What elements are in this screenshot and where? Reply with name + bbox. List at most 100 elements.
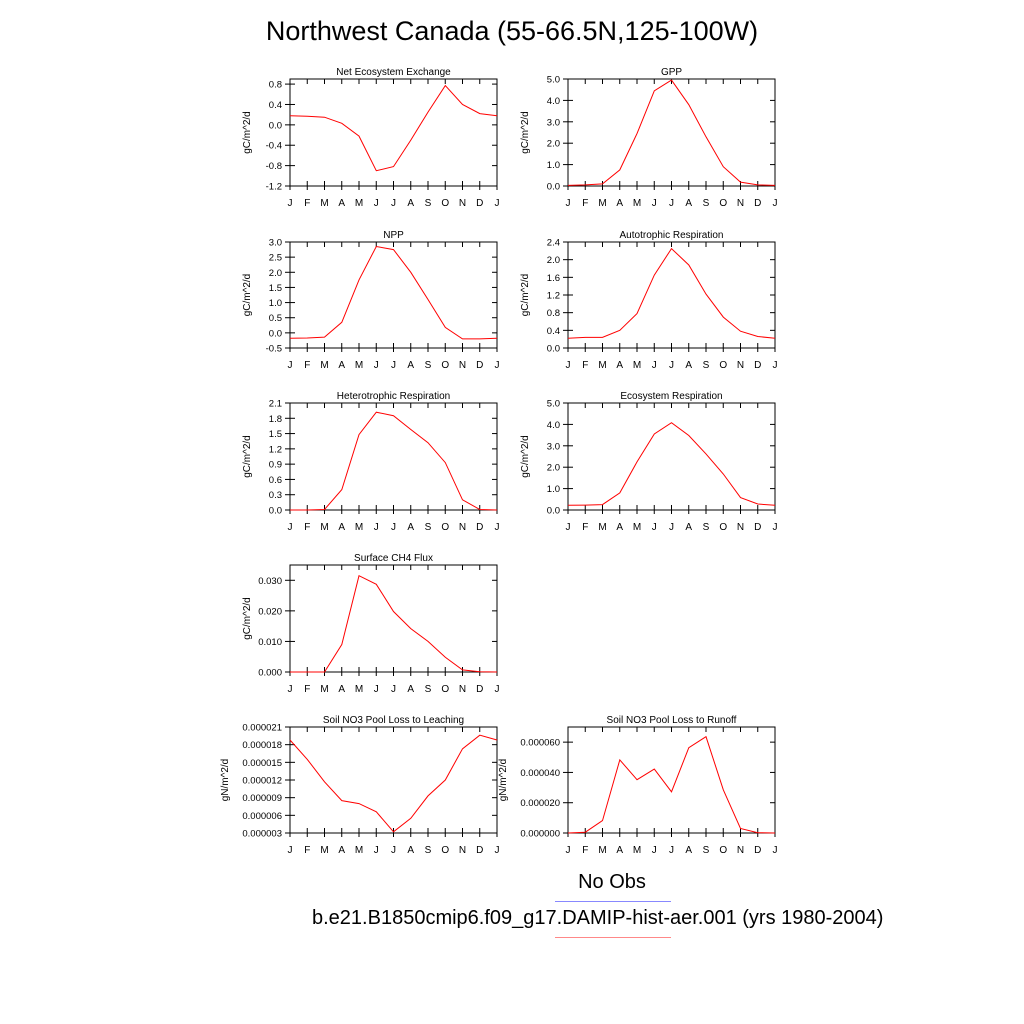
y-tick-label: 0.6 [269, 475, 282, 486]
x-tick-label: J [374, 360, 379, 371]
series-line [567, 422, 776, 506]
panel-title: Soil NO3 Pool Loss to Runoff [607, 715, 737, 726]
x-tick-label: N [737, 522, 744, 533]
y-tick-label: 2.0 [547, 255, 560, 266]
x-tick-label: A [338, 845, 345, 856]
x-tick-label: S [703, 198, 710, 209]
x-tick-label: J [652, 522, 657, 533]
x-tick-label: J [495, 198, 500, 209]
y-tick-label: 0.000020 [520, 798, 560, 809]
x-tick-label: F [304, 522, 310, 533]
plot-frame [567, 726, 776, 834]
x-tick-label: J [391, 198, 396, 209]
x-tick-label: D [754, 360, 761, 371]
x-tick-label: J [652, 845, 657, 856]
x-tick-label: O [441, 845, 449, 856]
x-tick-label: A [685, 198, 692, 209]
x-tick-label: J [391, 522, 396, 533]
y-tick-label: 4.0 [547, 420, 560, 431]
panel-title: Heterotrophic Respiration [337, 391, 450, 402]
x-tick-label: O [441, 522, 449, 533]
y-tick-label: 0.5 [269, 313, 282, 324]
x-tick-label: S [425, 845, 432, 856]
y-tick-label: 0.020 [258, 606, 282, 617]
y-tick-label: 0.010 [258, 637, 282, 648]
x-tick-label: M [320, 684, 328, 695]
x-tick-label: M [598, 845, 606, 856]
x-tick-label: J [773, 198, 778, 209]
x-tick-label: S [425, 360, 432, 371]
y-tick-label: 0.000015 [242, 758, 282, 769]
x-tick-label: J [391, 360, 396, 371]
y-axis-label: gC/m^2/d [520, 435, 531, 478]
legend-case-label: b.e21.B1850cmip6.f09_g17.DAMIP-hist-aer.… [312, 907, 884, 929]
x-tick-label: O [719, 845, 727, 856]
x-tick-label: N [737, 360, 744, 371]
y-tick-label: 0.8 [547, 308, 560, 319]
y-tick-label: 1.2 [269, 444, 282, 455]
x-tick-label: A [407, 845, 414, 856]
y-axis-label: gC/m^2/d [242, 111, 253, 154]
y-tick-label: 1.8 [269, 414, 282, 425]
series-line [290, 411, 498, 511]
y-tick-label: 5.0 [547, 399, 560, 410]
x-tick-label: J [652, 360, 657, 371]
y-tick-label: 0.000009 [242, 793, 282, 804]
x-tick-label: A [338, 522, 345, 533]
y-tick-label: 2.0 [547, 139, 560, 150]
x-tick-label: J [374, 684, 379, 695]
y-tick-label: 1.5 [269, 283, 282, 294]
x-tick-label: S [425, 684, 432, 695]
y-tick-label: 0.0 [547, 182, 560, 193]
x-tick-label: O [441, 360, 449, 371]
plot-frame [289, 726, 498, 834]
x-tick-label: J [288, 684, 293, 695]
y-axis-label: gN/m^2/d [220, 759, 231, 802]
y-tick-label: -0.5 [266, 344, 282, 355]
x-tick-label: M [320, 522, 328, 533]
x-tick-label: J [773, 360, 778, 371]
plot-frame [567, 402, 776, 511]
plot-frame [289, 402, 498, 511]
x-tick-label: D [754, 522, 761, 533]
y-tick-label: 2.1 [269, 399, 282, 410]
x-tick-label: J [566, 360, 571, 371]
x-tick-label: N [459, 360, 466, 371]
y-tick-label: 0.000040 [520, 768, 560, 779]
x-tick-label: J [391, 684, 396, 695]
x-tick-label: J [773, 522, 778, 533]
series-line [567, 735, 776, 834]
y-tick-label: 2.5 [269, 253, 282, 264]
x-tick-label: J [374, 845, 379, 856]
x-tick-label: O [719, 360, 727, 371]
x-tick-label: M [355, 684, 363, 695]
y-tick-label: 0.0 [269, 328, 282, 339]
x-tick-label: O [441, 198, 449, 209]
y-axis-label: gC/m^2/d [242, 597, 253, 640]
x-tick-label: D [754, 845, 761, 856]
y-tick-label: 0.4 [269, 100, 282, 111]
y-tick-label: 3.0 [547, 441, 560, 452]
x-tick-label: O [719, 198, 727, 209]
y-tick-label: 5.0 [547, 75, 560, 86]
plot-frame [567, 78, 776, 187]
x-tick-label: A [338, 198, 345, 209]
x-tick-label: A [407, 360, 414, 371]
y-tick-label: 0.4 [547, 326, 560, 337]
x-tick-label: D [476, 845, 483, 856]
y-tick-label: 4.0 [547, 96, 560, 107]
x-tick-label: J [495, 684, 500, 695]
y-tick-label: -0.4 [266, 141, 282, 152]
x-tick-label: S [425, 522, 432, 533]
y-tick-label: 0.000012 [242, 776, 282, 787]
legend-case-line [555, 937, 671, 938]
x-tick-label: N [459, 522, 466, 533]
panel-title: Autotrophic Respiration [620, 230, 724, 241]
panel-title: NPP [383, 230, 404, 241]
y-axis-label: gC/m^2/d [242, 274, 253, 317]
y-tick-label: 1.0 [269, 298, 282, 309]
y-tick-label: 0.000006 [242, 811, 282, 822]
